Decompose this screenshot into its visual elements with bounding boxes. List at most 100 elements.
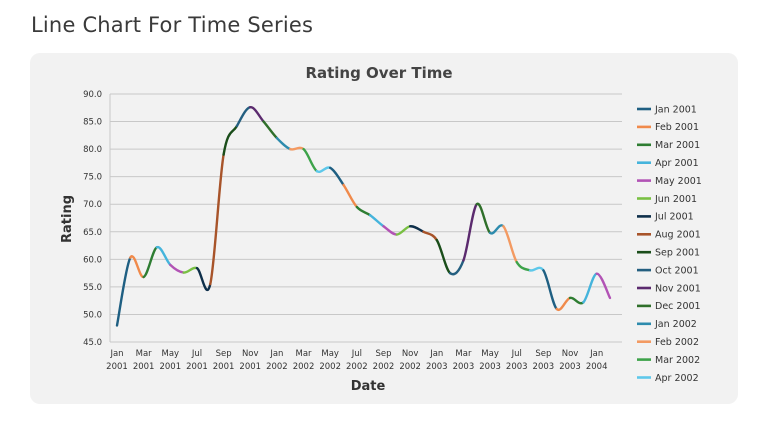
- x-tick-year: 2004: [586, 362, 608, 372]
- x-tick-month: Jul: [351, 349, 362, 359]
- x-tick-month: Mar: [455, 349, 472, 359]
- line-segment: [502, 225, 518, 264]
- y-tick-label: 80.0: [83, 145, 102, 155]
- line-segment: [382, 225, 399, 236]
- y-tick-label: 70.0: [83, 200, 102, 210]
- legend-label: Jan 2001: [654, 104, 697, 115]
- line-segment: [182, 266, 199, 274]
- chart-card: Rating Over Time 45.0 50.0 55.0 60.0 65.0 70.…: [30, 53, 738, 404]
- x-tick-month: Jan: [109, 349, 123, 359]
- x-tick-year: 2003: [506, 362, 528, 372]
- x-tick-year: 2003: [533, 362, 555, 372]
- page-title: Line Chart For Time Series: [31, 13, 314, 37]
- line-segment: [142, 246, 159, 279]
- line-segment: [155, 246, 172, 267]
- line-segment: [488, 224, 505, 235]
- legend-label: Dec 2001: [655, 301, 701, 312]
- x-tick-year: 2001: [133, 362, 155, 372]
- legend-label: Mar 2001: [655, 140, 700, 151]
- legend-label: Aug 2001: [655, 230, 701, 241]
- line-segment: [462, 203, 478, 262]
- legend-label: Feb 2001: [655, 122, 699, 133]
- line-segment: [568, 296, 585, 305]
- x-tick-year: 2001: [159, 362, 181, 372]
- chart-title: Rating Over Time: [305, 64, 452, 82]
- y-axis-label: Rating: [60, 195, 75, 243]
- line-segment: [542, 269, 558, 311]
- x-tick-month: Jan: [589, 349, 603, 359]
- x-tick-year: 2002: [373, 362, 395, 372]
- x-axis-label: Date: [351, 379, 386, 394]
- y-tick-label: 55.0: [83, 283, 102, 293]
- x-tick-year: 2001: [186, 362, 208, 372]
- line-segment: [515, 260, 532, 272]
- legend-label: May 2001: [655, 176, 702, 187]
- line-segment: [302, 147, 319, 173]
- line-segment: [289, 146, 305, 151]
- line-segment: [328, 166, 345, 187]
- line-segment: [315, 166, 332, 174]
- line-segment: [395, 225, 412, 236]
- x-tick-year: 2002: [346, 362, 368, 372]
- legend-label: Apr 2001: [655, 158, 699, 169]
- y-tick-label: 90.0: [83, 90, 102, 100]
- x-tick-month: Jan: [429, 349, 443, 359]
- y-tick-label: 75.0: [83, 173, 102, 183]
- x-tick-year: 2003: [426, 362, 448, 372]
- x-tick-year: 2002: [399, 362, 421, 372]
- line-segment: [435, 238, 452, 275]
- line-segment: [355, 205, 372, 217]
- x-tick-month: Jan: [269, 349, 283, 359]
- line-segment: [195, 266, 212, 292]
- x-tick-month: Nov: [402, 349, 419, 359]
- legend-label: Sep 2001: [655, 248, 700, 259]
- y-tick-label: 65.0: [83, 228, 102, 238]
- line-segment: [262, 120, 279, 140]
- x-tick-year: 2002: [293, 362, 315, 372]
- legend-label: Feb 2002: [655, 337, 699, 348]
- x-tick-year: 2003: [559, 362, 581, 372]
- x-tick-month: Mar: [136, 349, 153, 359]
- x-tick-month: Sep: [375, 349, 391, 359]
- x-tick-month: May: [162, 349, 180, 359]
- line-segment: [249, 106, 265, 123]
- line-segment: [222, 124, 239, 156]
- line-segment: [422, 230, 438, 242]
- x-tick-year: 2001: [239, 362, 261, 372]
- legend-label: Oct 2001: [655, 265, 699, 276]
- line-segment: [275, 136, 292, 151]
- legend-label: Mar 2002: [655, 355, 700, 366]
- x-tick-month: Sep: [535, 349, 551, 359]
- line-segment: [115, 256, 132, 327]
- y-tick-label: 50.0: [83, 310, 102, 320]
- line-segment: [209, 153, 225, 286]
- legend-label: Jul 2001: [654, 212, 694, 223]
- line-segment: [582, 272, 598, 304]
- x-tick-month: Sep: [216, 349, 232, 359]
- x-tick-month: May: [321, 349, 339, 359]
- line-segment: [528, 266, 545, 272]
- line-chart: Rating Over Time 45.0 50.0 55.0 60.0 65.0 70.…: [60, 64, 702, 394]
- x-tick-year: 2003: [479, 362, 501, 372]
- line-segment: [595, 272, 612, 300]
- line-segment: [448, 259, 465, 276]
- line-segment: [235, 106, 252, 128]
- y-tick-label: 85.0: [83, 118, 102, 128]
- line-segment: [368, 214, 385, 228]
- legend-label: Apr 2002: [655, 373, 699, 384]
- y-tick-label: 60.0: [83, 255, 102, 265]
- x-tick-year: 2001: [213, 362, 235, 372]
- x-tick-month: May: [481, 349, 499, 359]
- x-tick-month: Nov: [242, 349, 259, 359]
- line-segment: [475, 202, 492, 235]
- line-segment: [408, 225, 425, 233]
- y-tick-label: 45.0: [83, 338, 102, 348]
- x-tick-month: Mar: [296, 349, 313, 359]
- x-tick-month: Jul: [191, 349, 202, 359]
- x-tick-month: Jul: [511, 349, 522, 359]
- legend-label: Jan 2002: [654, 319, 697, 330]
- line-segment: [169, 263, 185, 274]
- line-segment: [342, 183, 359, 209]
- legend-label: Nov 2001: [655, 283, 701, 294]
- legend-label: Jun 2001: [654, 194, 697, 205]
